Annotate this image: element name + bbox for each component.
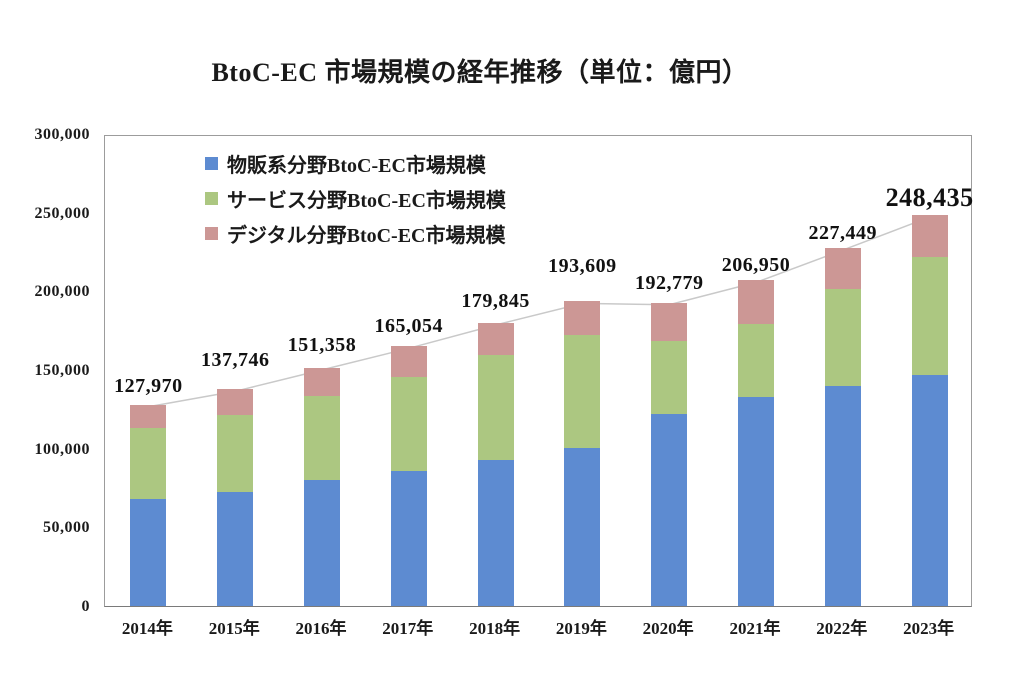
total-value-label: 193,609: [548, 255, 617, 278]
bar-segment-services: [651, 341, 688, 414]
total-value-label: 206,950: [721, 254, 791, 277]
bar-segment-physical-goods: [824, 385, 861, 606]
bar-segment-services: [477, 355, 514, 460]
bar-segment-digital: [911, 215, 948, 257]
total-value-label: 248,435: [885, 183, 974, 213]
total-value-label: 137,746: [200, 349, 270, 372]
total-value-label: 192,779: [634, 271, 704, 294]
bar-segment-services: [304, 395, 340, 481]
bar-segment-digital: [304, 367, 340, 396]
total-line: [148, 216, 930, 408]
legend-label-services: サービス分野BtoC-EC市場規模: [227, 189, 506, 212]
x-tick-label: 2016年: [295, 619, 347, 638]
bar-segment-digital: [477, 323, 514, 356]
bar-segment-services: [217, 415, 254, 493]
total-value-label: 165,054: [374, 315, 444, 338]
x-tick-label: 2019年: [555, 619, 607, 638]
legend-item-digital: デジタル分野BtoC-EC市場規模: [205, 222, 506, 247]
bar-segment-physical-goods: [304, 480, 340, 606]
bar-segment-digital: [651, 302, 688, 342]
total-value-label: 127,970: [114, 374, 183, 397]
total-value-label: 227,449: [808, 222, 878, 245]
x-tick-label: 2023年: [903, 619, 955, 638]
bar-segment-physical-goods: [217, 492, 254, 606]
legend: 物販系分野BtoC-EC市場規模 サービス分野BtoC-EC市場規模 デジタル分…: [205, 152, 506, 257]
bar-segment-physical-goods: [390, 470, 427, 606]
bar-segment-digital: [217, 389, 254, 415]
y-tick-label: 50,000: [43, 519, 90, 537]
plot-area: 127,970 137,746 151,358 165,054 179,845 193,6…: [104, 135, 974, 607]
bar-segment-physical-goods: [651, 413, 688, 606]
bar-segment-services: [738, 324, 774, 397]
bar-segment-services: [824, 289, 861, 386]
y-tick-label: 100,000: [34, 440, 90, 458]
y-axis: 300,000 250,000 200,000 150,000 100,000 50,00…: [0, 126, 96, 615]
total-value-label: 151,358: [287, 333, 357, 356]
bar-segment-physical-goods: [130, 498, 167, 606]
bar-segment-services: [130, 428, 167, 499]
x-tick-label: 2015年: [208, 619, 260, 638]
bar-segment-services: [390, 377, 427, 471]
bar-segment-services: [564, 335, 601, 448]
x-tick-label: 2017年: [382, 619, 434, 638]
y-tick-label: 250,000: [34, 204, 90, 222]
x-tick-label: 2014年: [121, 619, 173, 638]
bar-segment-digital: [564, 301, 601, 336]
bar-segment-digital: [390, 346, 427, 377]
x-tick-label: 2018年: [469, 619, 521, 638]
digital-series-swatch-icon: [205, 226, 218, 240]
bar-segment-physical-goods: [477, 459, 514, 606]
bar-segment-physical-goods: [738, 397, 774, 606]
bar-segment-digital: [824, 248, 861, 289]
x-axis: 2014年 2015年 2016年 2017年 2018年 2019年 2020年 2021年…: [104, 614, 972, 639]
physical-goods-series-swatch-icon: [205, 156, 218, 170]
y-tick-label: 300,000: [34, 126, 90, 143]
y-tick-label: 150,000: [34, 362, 90, 379]
total-line-overlay: [148, 216, 930, 408]
y-tick-label: 200,000: [34, 283, 90, 301]
total-value-label: 179,845: [461, 290, 530, 312]
bar-segment-services: [911, 256, 948, 376]
legend-item-physical-goods: 物販系分野BtoC-EC市場規模: [205, 152, 506, 177]
legend-item-services: サービス分野BtoC-EC市場規模: [205, 187, 506, 212]
bar-segment-digital: [738, 280, 774, 324]
bar-segment-physical-goods: [564, 447, 601, 606]
services-series-swatch-icon: [205, 191, 218, 205]
x-tick-label: 2022年: [816, 619, 868, 638]
x-tick-label: 2021年: [729, 619, 781, 638]
x-tick-label: 2020年: [642, 619, 694, 638]
chart-title: BtoC-EC 市場規模の経年推移（単位：億円）: [211, 58, 749, 87]
bar-segment-digital: [130, 404, 167, 429]
legend-label-digital: デジタル分野BtoC-EC市場規模: [227, 224, 506, 247]
bar-segment-physical-goods: [911, 375, 948, 606]
legend-label-physical-goods: 物販系分野BtoC-EC市場規模: [227, 154, 486, 177]
y-tick-label: 0: [81, 598, 90, 615]
